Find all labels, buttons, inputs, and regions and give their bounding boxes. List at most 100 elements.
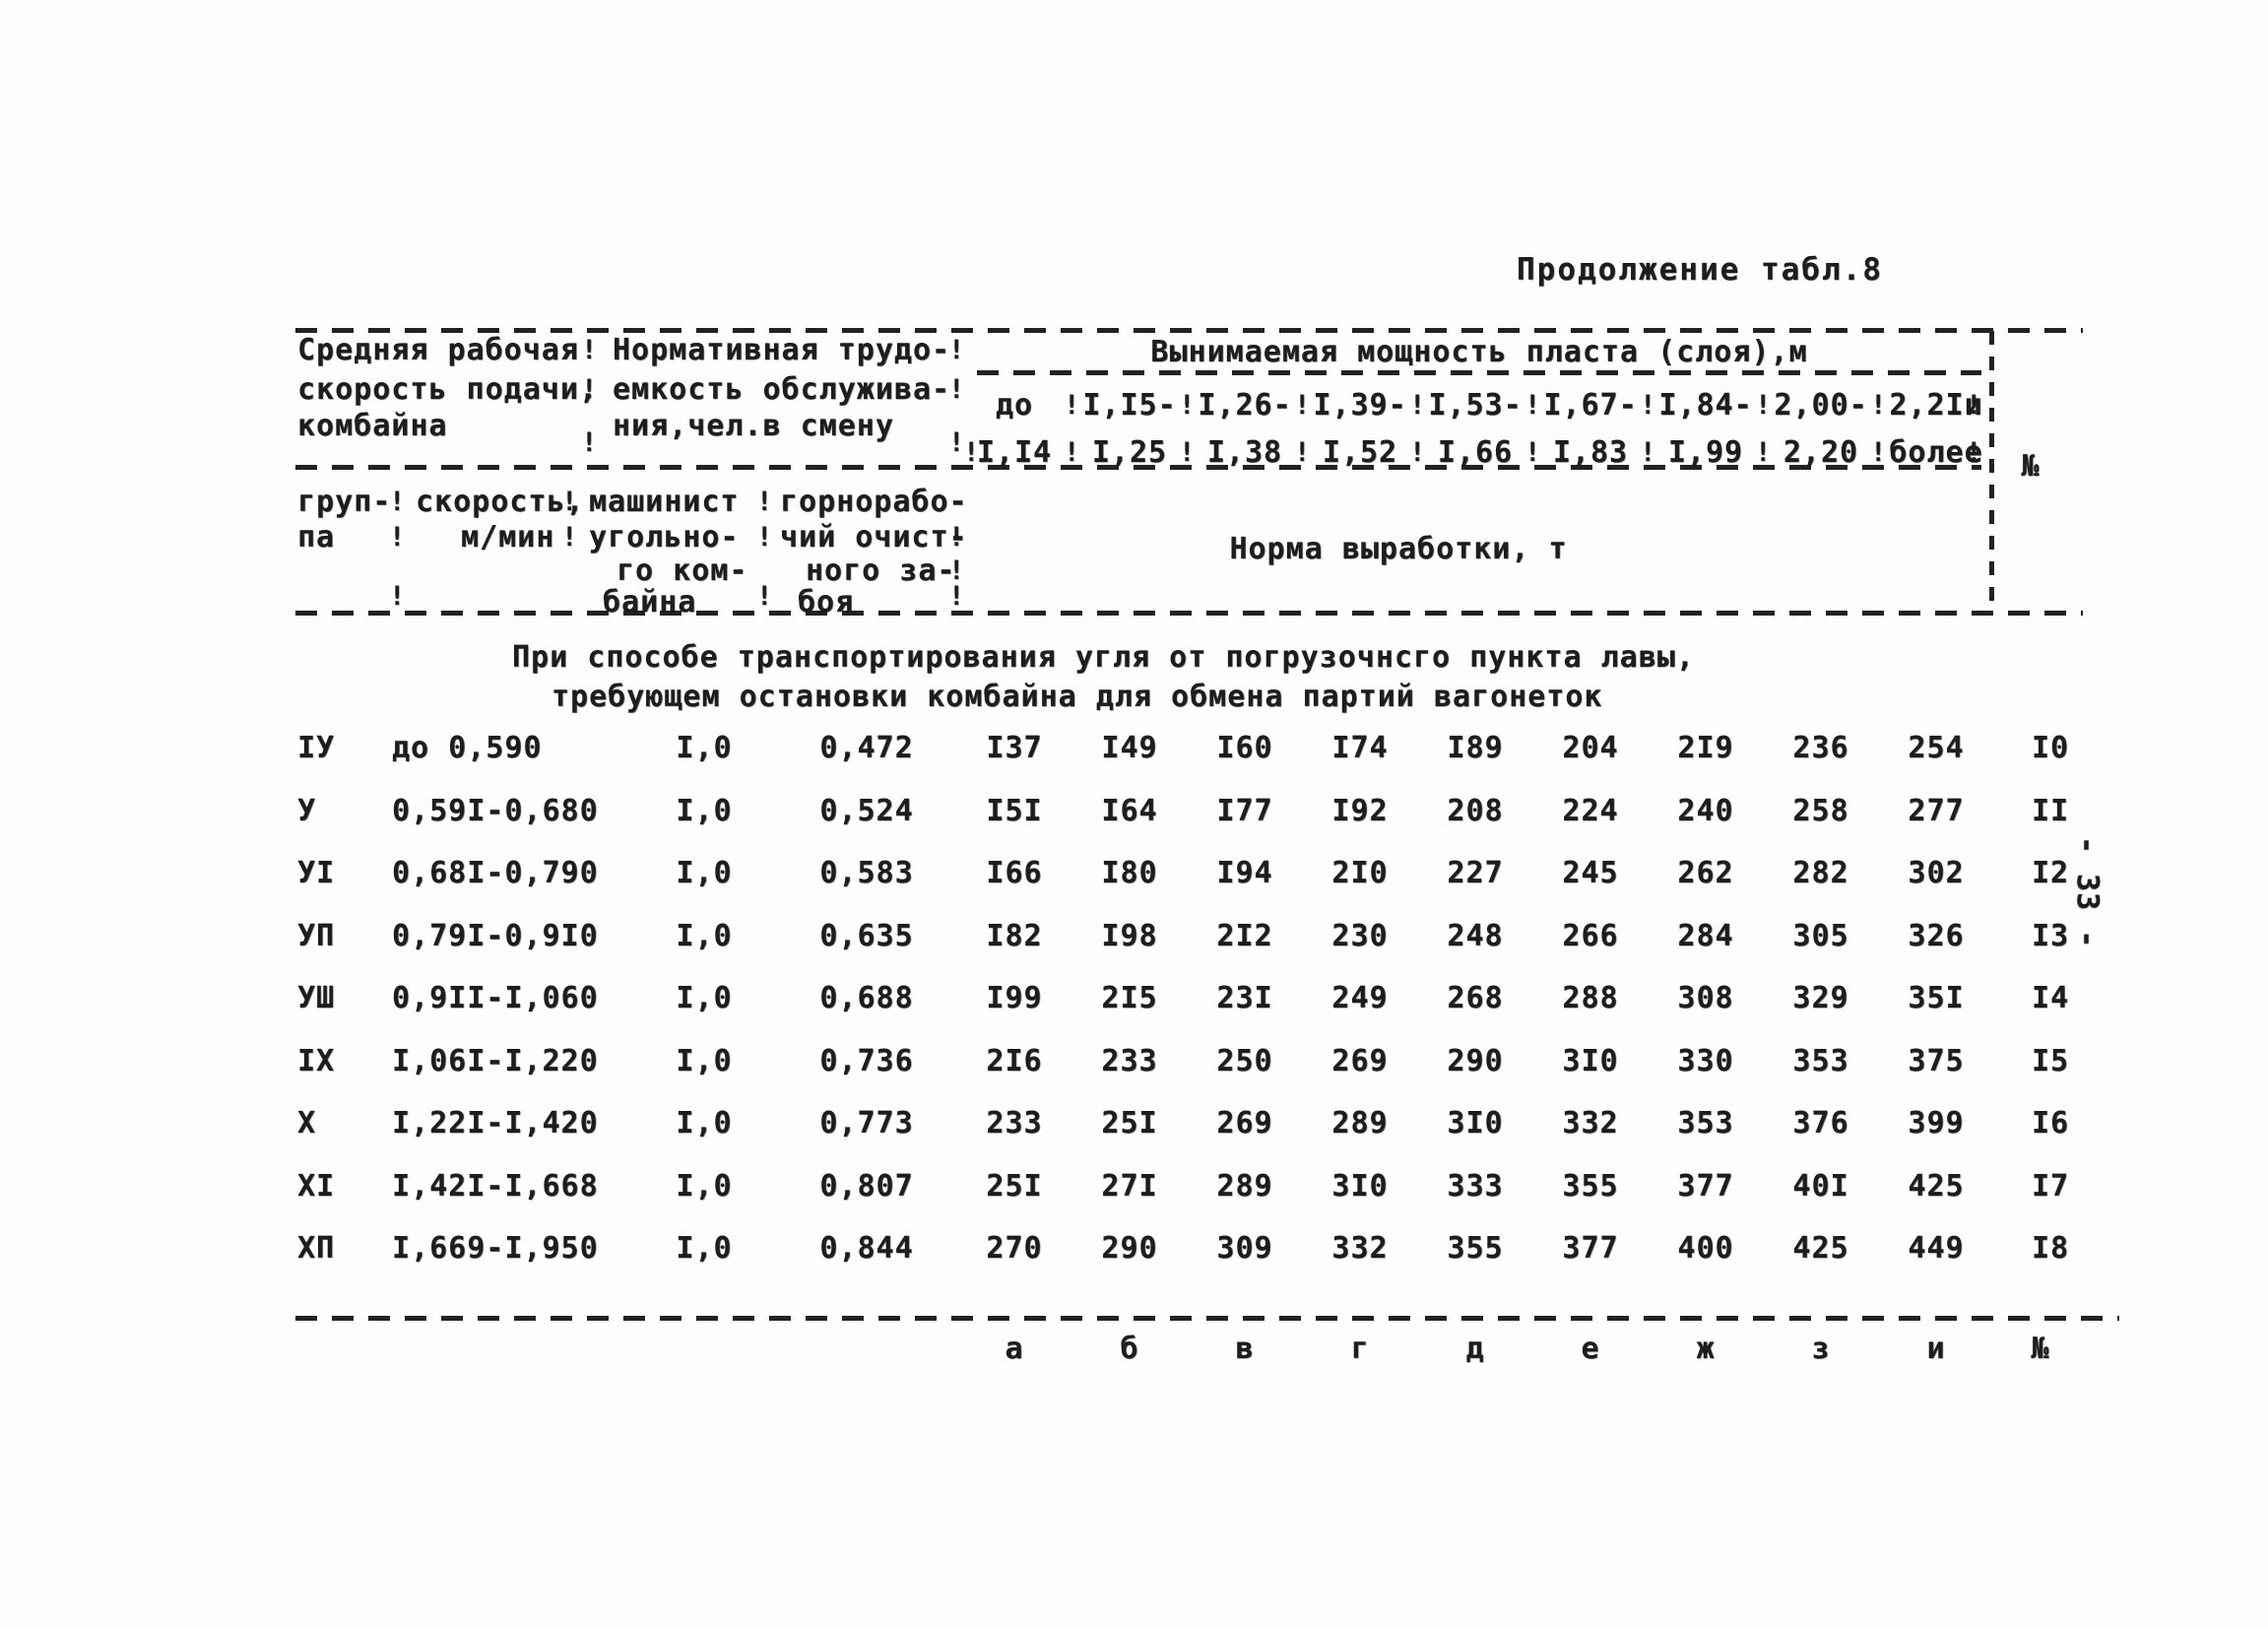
sub-group-line: па xyxy=(297,520,336,554)
header-labor-line: ния,чел.в смену xyxy=(613,409,894,443)
header-speed-line: комбайна xyxy=(297,409,448,443)
vertical-page-number: - 33 - xyxy=(2070,835,2106,949)
cell-machinist-norm: I,0 xyxy=(676,1231,733,1266)
footer-letter: а xyxy=(1004,1332,1024,1366)
typed-separator-glyph: ! xyxy=(1294,437,1312,468)
typed-separator-glyph: ! xyxy=(389,581,407,612)
typed-separator-glyph: ! xyxy=(756,487,774,517)
typed-separator-glyph: ! xyxy=(1179,390,1197,421)
extraction-title-underline xyxy=(977,370,1981,375)
cell-output-norm: 2I0 xyxy=(1331,856,1389,890)
range-bottom: I,66 xyxy=(1437,435,1514,470)
header-speed-line: Средняя рабочая xyxy=(297,333,579,367)
sub-miner-line: чий очист- xyxy=(780,520,968,554)
typed-separator-glyph: ! xyxy=(756,581,774,612)
header-speed-line: скорость подачи, xyxy=(297,372,598,407)
cell-output-norm: 288 xyxy=(1562,981,1619,1015)
typed-separator-glyph: ! xyxy=(1870,437,1888,468)
typed-separator-glyph: ! xyxy=(948,427,966,458)
cell-output-norm: 277 xyxy=(1908,794,1965,828)
cell-speed-range: 0,9II-I,060 xyxy=(392,981,599,1015)
typed-separator-glyph: ! xyxy=(948,581,966,612)
cell-output-norm: 254 xyxy=(1908,731,1965,765)
footer-letter: ж xyxy=(1696,1332,1716,1366)
cell-output-norm: I80 xyxy=(1101,856,1158,890)
typed-separator-glyph: ! xyxy=(581,374,599,405)
cell-output-norm: I64 xyxy=(1101,794,1158,828)
cell-machinist-norm: I,0 xyxy=(676,1106,733,1140)
cell-output-norm: 326 xyxy=(1908,919,1965,953)
header-labor-line: емкость обслужива- xyxy=(613,372,951,407)
cell-output-norm: 449 xyxy=(1908,1231,1965,1266)
cell-output-norm: 355 xyxy=(1562,1169,1619,1204)
table-bottom-rule xyxy=(295,1316,2119,1321)
cell-labor-norm: 0,844 xyxy=(819,1231,914,1266)
cell-output-norm: 399 xyxy=(1908,1106,1965,1140)
footer-letter: и xyxy=(1926,1332,1946,1366)
range-bottom: I,38 xyxy=(1206,435,1283,470)
footer-letter: в xyxy=(1235,1332,1255,1366)
typed-separator-glyph: ! xyxy=(581,427,599,458)
range-bottom: I,83 xyxy=(1552,435,1629,470)
cell-output-norm: 353 xyxy=(1792,1044,1849,1078)
cell-output-norm: 2I5 xyxy=(1101,981,1158,1015)
cell-group: У xyxy=(297,794,317,828)
cell-output-norm: I89 xyxy=(1447,731,1504,765)
cell-output-norm: 262 xyxy=(1677,856,1734,890)
typed-separator-glyph: ! xyxy=(1179,437,1197,468)
cell-output-norm: 333 xyxy=(1447,1169,1504,1204)
cell-speed-range: I,06I-I,220 xyxy=(392,1044,599,1078)
cell-output-norm: 375 xyxy=(1908,1044,1965,1078)
typed-separator-glyph: ! xyxy=(1755,390,1773,421)
sub-machinist-line: машинист xyxy=(589,485,740,519)
footer-letter: е xyxy=(1581,1332,1600,1366)
sub-miner-line: боя xyxy=(798,585,855,619)
range-bottom: I,I4 xyxy=(976,435,1053,470)
cell-group: XI xyxy=(297,1169,336,1204)
cell-output-norm: I98 xyxy=(1101,919,1158,953)
cell-output-norm: 27I xyxy=(1101,1169,1158,1204)
typed-separator-glyph: ! xyxy=(963,437,981,468)
cell-row-number: I2 xyxy=(2031,856,2070,890)
cell-output-norm: 245 xyxy=(1562,856,1619,890)
cell-output-norm: 230 xyxy=(1331,919,1389,953)
range-top: 2,00- xyxy=(1774,388,1868,423)
cell-output-norm: 269 xyxy=(1331,1044,1389,1078)
typed-separator-glyph: ! xyxy=(581,335,599,365)
cell-output-norm: I49 xyxy=(1101,731,1158,765)
range-top: 2,2Iи xyxy=(1889,388,1983,423)
cell-output-norm: 2I9 xyxy=(1677,731,1734,765)
cell-row-number: I6 xyxy=(2031,1106,2070,1140)
cell-output-norm: 332 xyxy=(1562,1106,1619,1140)
cell-output-norm: I77 xyxy=(1216,794,1273,828)
cell-labor-norm: 0,688 xyxy=(819,981,914,1015)
range-top: I,26- xyxy=(1198,388,1292,423)
cell-row-number: I4 xyxy=(2031,981,2070,1015)
cell-output-norm: I94 xyxy=(1216,856,1273,890)
cell-output-norm: 227 xyxy=(1447,856,1504,890)
sub-speed-line: скорость, xyxy=(416,485,585,519)
cell-labor-norm: 0,736 xyxy=(819,1044,914,1078)
cell-output-norm: 233 xyxy=(986,1106,1043,1140)
cell-labor-norm: 0,635 xyxy=(819,919,914,953)
cell-output-norm: 269 xyxy=(1216,1106,1273,1140)
cell-group: IУ xyxy=(297,731,336,765)
cell-output-norm: 25I xyxy=(1101,1106,1158,1140)
sub-group-line: груп- xyxy=(297,485,392,519)
cell-labor-norm: 0,773 xyxy=(819,1106,914,1140)
range-top: I,84- xyxy=(1658,388,1753,423)
cell-speed-range: I,22I-I,420 xyxy=(392,1106,599,1140)
cell-row-number: I3 xyxy=(2031,919,2070,953)
range-top: до xyxy=(995,388,1034,423)
cell-output-norm: 248 xyxy=(1447,919,1504,953)
cell-output-norm: 284 xyxy=(1677,919,1734,953)
cell-output-norm: 250 xyxy=(1216,1044,1273,1078)
typed-separator-glyph: ! xyxy=(389,522,407,553)
cell-output-norm: I82 xyxy=(986,919,1043,953)
cell-labor-norm: 0,524 xyxy=(819,794,914,828)
typed-separator-glyph: ! xyxy=(1640,437,1657,468)
cell-output-norm: 35I xyxy=(1908,981,1965,1015)
typed-separator-glyph: ! xyxy=(1966,437,1983,468)
cell-output-norm: 3I0 xyxy=(1331,1169,1389,1204)
